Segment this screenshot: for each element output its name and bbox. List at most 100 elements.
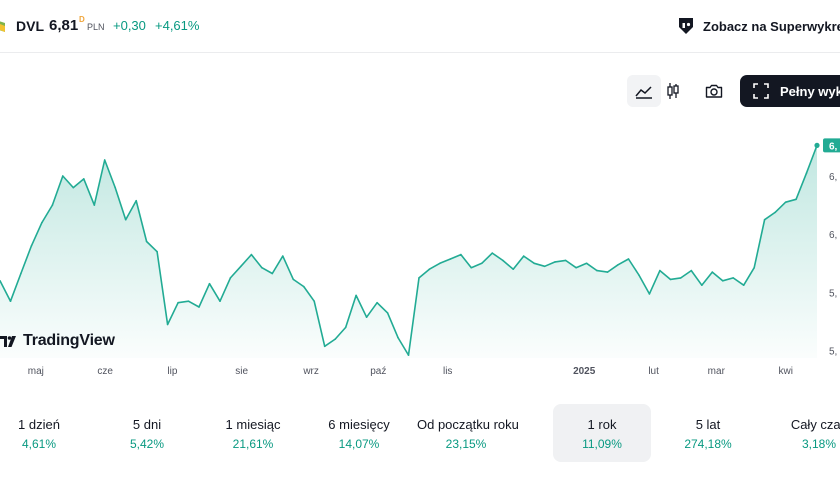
period-return: 274,18% (684, 437, 732, 451)
period-6m[interactable]: 6 miesięcy 14,07% (310, 404, 408, 462)
tradingview-badge-icon (679, 18, 693, 34)
data-point (502, 259, 504, 262)
data-point (365, 316, 368, 318)
data-point (313, 300, 316, 302)
data-point (512, 268, 514, 270)
data-point (166, 323, 169, 326)
last-price-badge-label: 6, (829, 141, 838, 152)
period-ytd[interactable]: Od początku roku 23,15% (417, 404, 519, 462)
open-supercharts-link[interactable]: Zobacz na Superwykres (676, 15, 840, 37)
data-point (187, 300, 190, 302)
data-point (261, 266, 263, 269)
period-return: 4,61% (21, 437, 57, 451)
area-chart-button[interactable] (627, 75, 661, 107)
period-5d[interactable]: 5 dni 5,42% (98, 404, 196, 462)
period-selector: 1 dzień 4,61% 5 dni 5,42% 1 miesiąc 21,6… (0, 404, 840, 462)
fullscreen-label: Pełny wykr (780, 83, 840, 99)
data-point (198, 306, 200, 308)
x-tick-label: maj (28, 366, 44, 377)
supercharts-label: Zobacz na Superwykres (703, 18, 840, 34)
data-point (103, 159, 106, 161)
symbol-ticker[interactable]: DVL (16, 18, 44, 34)
x-tick-label: 2025 (573, 366, 596, 377)
data-point (271, 272, 274, 275)
data-point (93, 204, 96, 206)
data-point (763, 218, 766, 221)
area-chart-icon (635, 86, 652, 99)
snapshot-button[interactable] (697, 75, 731, 107)
delayed-data-badge[interactable]: D (79, 15, 85, 24)
data-point (742, 284, 745, 286)
data-point (680, 277, 682, 279)
period-5y[interactable]: 5 lat 274,18% (659, 404, 757, 462)
data-point (72, 186, 75, 189)
tradingview-watermark[interactable]: TradingView (0, 332, 115, 350)
price-change: +0,30 (113, 18, 146, 33)
data-point (418, 277, 420, 279)
period-return: 11,09% (582, 437, 622, 451)
company-logo-icon (0, 21, 5, 32)
period-return: 5,42% (129, 437, 165, 451)
y-tick-label: 6, (829, 172, 837, 183)
data-point (177, 301, 179, 304)
data-point (669, 278, 672, 281)
data-point (784, 201, 787, 203)
data-point (334, 338, 337, 340)
data-point (0, 280, 1, 282)
period-return: 21,61% (232, 437, 274, 451)
data-point (470, 266, 473, 269)
data-point (805, 172, 808, 174)
data-point (491, 252, 494, 254)
data-point (638, 274, 640, 276)
data-point (460, 253, 462, 256)
symbol-header: DVL 6,81 D PLN +0,30 +4,61% Zobacz na Su… (0, 0, 840, 52)
data-point (344, 326, 347, 329)
data-point (439, 262, 441, 265)
price-chart[interactable]: 6, 6, 5, 5, maj cze lip sie wrz paź lis 2025 lut mar… (0, 115, 840, 385)
period-all[interactable]: Cały czas 3,18% (770, 404, 840, 462)
data-point (355, 294, 357, 297)
x-tick-label: kwi (778, 366, 792, 377)
data-point (124, 218, 127, 221)
x-tick-label: wrz (302, 366, 319, 377)
data-point (282, 255, 284, 257)
period-1y[interactable]: 1 rok 11,09% (553, 404, 651, 462)
period-label: Od początku roku (417, 417, 519, 432)
x-tick-label: lut (648, 366, 659, 377)
data-point (407, 354, 410, 356)
header-divider (0, 52, 840, 53)
data-point (627, 258, 630, 260)
period-label: 1 rok (587, 417, 617, 432)
data-point (229, 277, 232, 279)
data-point (219, 300, 221, 302)
tradingview-logo-icon (0, 336, 16, 347)
data-point (481, 262, 483, 265)
data-point (711, 271, 714, 273)
last-price: 6,81 (49, 17, 79, 34)
data-point (397, 336, 399, 339)
data-point (554, 261, 556, 263)
data-point (585, 262, 588, 265)
period-return: 3,18% (801, 437, 837, 451)
price-change-percent: +4,61% (155, 18, 200, 33)
data-point (428, 268, 431, 270)
x-tick-label: lip (167, 366, 177, 377)
period-return: 14,07% (338, 437, 380, 451)
candlestick-button[interactable] (656, 75, 690, 107)
x-tick-label: sie (235, 366, 248, 377)
data-point (753, 266, 755, 269)
data-point (533, 262, 535, 265)
data-point (62, 175, 64, 177)
data-point (83, 178, 85, 180)
data-point (9, 300, 12, 302)
data-point (41, 221, 43, 224)
data-point (20, 272, 22, 275)
period-1d[interactable]: 1 dzień 4,61% (0, 404, 88, 462)
data-point (449, 258, 452, 260)
fullscreen-icon (753, 83, 769, 99)
data-point (659, 269, 661, 272)
period-1m[interactable]: 1 miesiąc 21,61% (204, 404, 302, 462)
data-point (701, 284, 703, 286)
last-price-dot (814, 142, 820, 148)
fullscreen-button[interactable]: Pełny wykr (740, 75, 840, 107)
